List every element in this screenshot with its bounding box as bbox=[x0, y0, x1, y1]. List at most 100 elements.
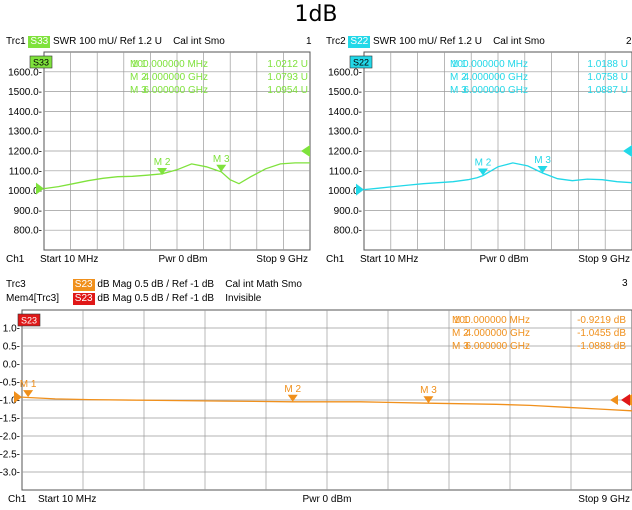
p2-marker-readout-value: 1.0887 U bbox=[587, 85, 628, 96]
p2-marker-readout-name: M 2 bbox=[450, 72, 467, 83]
p2-series-line bbox=[363, 162, 632, 191]
p3-marker-triangle bbox=[423, 396, 434, 404]
p2-footer-pwr: Pwr 0 dBm bbox=[480, 254, 529, 265]
p1-ytick-label: 900.0- bbox=[14, 206, 42, 217]
p2-ytick-label: 1100.0- bbox=[329, 166, 362, 177]
p3-ytick-label: -0.5- bbox=[0, 378, 20, 389]
p2-ytick-label: 1200.0- bbox=[328, 147, 362, 158]
p1-ytick-label: 800.0- bbox=[14, 226, 42, 237]
p1-footer-start: Start 10 MHz bbox=[40, 254, 98, 265]
p2-marker-triangle bbox=[477, 168, 488, 176]
panel1-trace-label: Trc1 bbox=[6, 36, 26, 47]
p3-ytick-label: -1.0- bbox=[0, 396, 20, 407]
p3-ytick-label: -1.5- bbox=[0, 414, 20, 425]
panel1-channel-num: 1 bbox=[306, 36, 312, 47]
p1-ytick-label: 1300.0- bbox=[8, 127, 42, 138]
p1-marker-readout-name: M 1 bbox=[130, 59, 147, 70]
panel2-ref: Ref 1.2 U bbox=[439, 36, 482, 47]
p1-marker-readout-freq: 4.000000 GHz bbox=[144, 72, 209, 83]
p3-ytick-label: 0.0- bbox=[3, 360, 20, 371]
p1-start-arrow bbox=[36, 182, 44, 195]
p1-marker-readout-freq: 100.000000 MHz bbox=[132, 59, 208, 70]
panel3-mem-param-badge[interactable]: S23 bbox=[72, 293, 95, 305]
p3-marker-triangle bbox=[287, 394, 298, 402]
p3-marker-readout-name: M 2 bbox=[452, 328, 469, 339]
panel3-mem-ref: Ref -1 dB bbox=[171, 293, 215, 304]
p1-marker-triangle bbox=[216, 164, 227, 172]
panel1-ref: Ref 1.2 U bbox=[119, 36, 162, 47]
p2-trace-tag bbox=[349, 55, 373, 69]
p3-marker-readout-name: M 1 bbox=[452, 315, 469, 326]
p2-marker-readout-value: 1.0188 U bbox=[587, 59, 628, 70]
p3-footer-ch: Ch1 bbox=[8, 494, 27, 505]
p2-start-arrow bbox=[356, 183, 364, 196]
p3-marker-readout-value: -1.0455 dB bbox=[577, 328, 626, 339]
p2-marker-readout-freq: 4.000000 GHz bbox=[464, 72, 529, 83]
p2-footer-stop: Stop 9 GHz bbox=[578, 254, 630, 265]
p3-footer-pwr: Pwr 0 dBm bbox=[303, 494, 352, 505]
panel2-param-badge[interactable]: S22 bbox=[348, 36, 371, 48]
p1-marker-readout-value: 1.0793 U bbox=[267, 72, 308, 83]
p2-ytick-label: 900.0- bbox=[334, 206, 362, 217]
p1-marker-label: M 3 bbox=[213, 154, 230, 165]
p3-marker-label: M 2 bbox=[284, 384, 301, 395]
p3-ytick-label: -2.0- bbox=[0, 432, 20, 443]
p1-marker-readout-name: M 2 bbox=[130, 72, 147, 83]
panel2-channel-num: 2 bbox=[626, 36, 632, 47]
p1-ref-arrow bbox=[301, 145, 310, 157]
panel1-header: Trc1 S33 SWR 100 mU/ Ref 1.2 U Cal int S… bbox=[6, 36, 225, 48]
p2-marker-readout-freq: 100.000000 MHz bbox=[452, 59, 528, 70]
p1-ytick-label: 1100.0- bbox=[9, 166, 42, 177]
panel3-mem-format: dB Mag bbox=[97, 293, 132, 304]
p3-marker-readout-freq: 4.000000 GHz bbox=[466, 328, 531, 339]
panel3-header: Trc3 S23 dB Mag 0.5 dB / Ref -1 dB Cal i… bbox=[6, 278, 302, 306]
p3-start-arrow bbox=[14, 391, 22, 404]
p1-ytick-label: 1400.0- bbox=[8, 107, 42, 118]
p3-footer-start: Start 10 MHz bbox=[38, 494, 96, 505]
p3-marker-readout-name: M 3 bbox=[452, 341, 469, 352]
panel2-format: SWR bbox=[373, 36, 397, 47]
p1-footer-stop: Stop 9 GHz bbox=[256, 254, 308, 265]
p1-ytick-label: 1200.0- bbox=[8, 147, 42, 158]
p3-marker-readout-freq: 100.000000 MHz bbox=[454, 315, 530, 326]
panel2-cal: Cal int Smo bbox=[493, 36, 545, 47]
p2-trace-tag-text: S22 bbox=[353, 58, 369, 68]
p2-marker-label: M 3 bbox=[534, 155, 551, 166]
p3-footer-stop: Stop 9 GHz bbox=[578, 494, 630, 505]
p1-marker-readout-freq: 6.000000 GHz bbox=[144, 85, 209, 96]
panel2-trace-label: Trc2 bbox=[326, 36, 346, 47]
p1-marker-label: M 2 bbox=[154, 157, 171, 168]
p2-ref-arrow bbox=[623, 145, 632, 157]
p1-marker-readout-value: 1.0954 U bbox=[267, 85, 308, 96]
p2-ytick-label: 800.0- bbox=[334, 226, 362, 237]
p1-footer-pwr: Pwr 0 dBm bbox=[159, 254, 208, 265]
p3-marker-label: M 3 bbox=[420, 385, 437, 396]
p3-trace-tag-text: S23 bbox=[21, 316, 37, 326]
p1-ytick-label: 1500.0- bbox=[8, 87, 42, 98]
p1-footer-ch: Ch1 bbox=[6, 254, 25, 265]
panel3-trc3-format: dB Mag bbox=[97, 279, 132, 290]
p3-marker-triangle bbox=[23, 390, 34, 398]
p3-ytick-label: -2.5- bbox=[0, 450, 20, 461]
panel1-scale: 100 mU/ bbox=[79, 36, 117, 47]
panel2-scale: 100 mU/ bbox=[399, 36, 437, 47]
panel3-trc3-label: Trc3 bbox=[6, 279, 26, 290]
p2-ytick-label: 1000.0- bbox=[328, 186, 362, 197]
p3-ytick-label: -3.0- bbox=[0, 468, 20, 479]
panel3-trc3-scale: 0.5 dB / bbox=[134, 279, 170, 290]
panel3-mem-scale: 0.5 dB / bbox=[134, 293, 170, 304]
p3-series-line bbox=[21, 396, 632, 412]
p3-marker-readout-value: -1.0888 dB bbox=[577, 341, 626, 352]
p1-ytick-label: 1000.0- bbox=[8, 186, 42, 197]
p2-marker-readout-name: M 1 bbox=[450, 59, 467, 70]
p2-ytick-label: 1300.0- bbox=[328, 127, 362, 138]
p2-footer-ch: Ch1 bbox=[326, 254, 345, 265]
p2-marker-readout-freq: 6.000000 GHz bbox=[464, 85, 529, 96]
p2-marker-triangle bbox=[537, 165, 548, 173]
panel1-param-badge[interactable]: S33 bbox=[28, 36, 51, 48]
p3-stop-arrow bbox=[610, 395, 618, 405]
p3-marker-label: M 1 bbox=[20, 379, 37, 390]
p2-marker-label: M 2 bbox=[475, 158, 492, 169]
p1-marker-readout-value: 1.0212 U bbox=[267, 59, 308, 70]
panel3-trc3-param-badge[interactable]: S23 bbox=[72, 279, 95, 291]
